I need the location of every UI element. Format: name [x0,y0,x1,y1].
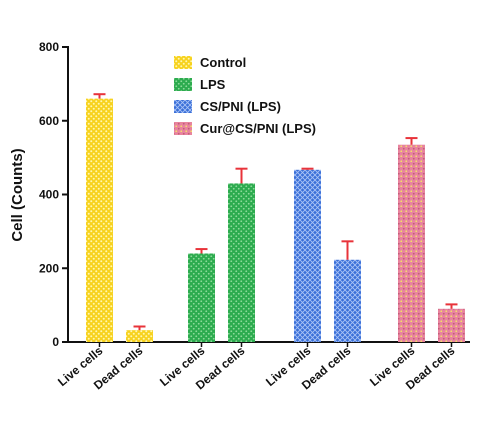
legend-swatch [174,122,192,135]
y-tick-label: 0 [52,335,59,349]
bar [398,144,425,342]
y-axis-label: Cell (Counts) [9,148,26,241]
legend-label: Cur@CS/PNI (LPS) [200,121,316,136]
y-tick-label: 200 [39,261,59,275]
bar [438,308,465,342]
bar [188,253,215,342]
legend-swatch [174,100,192,113]
bar [294,169,321,342]
bar [334,259,361,342]
bar [86,98,113,342]
y-tick-label: 800 [39,40,59,54]
y-tick-label: 400 [39,188,59,202]
legend-swatch [174,78,192,91]
legend-label: LPS [200,77,226,92]
legend-label: CS/PNI (LPS) [200,99,281,114]
bars [86,93,465,347]
y-tick-label: 600 [39,114,59,128]
bar [126,330,153,342]
legend-swatch [174,56,192,69]
bar [228,183,255,342]
legend: Control LPS CS/PNI (LPS) Cur@CS/PNI (LPS) [174,55,316,136]
legend-label: Control [200,55,246,70]
